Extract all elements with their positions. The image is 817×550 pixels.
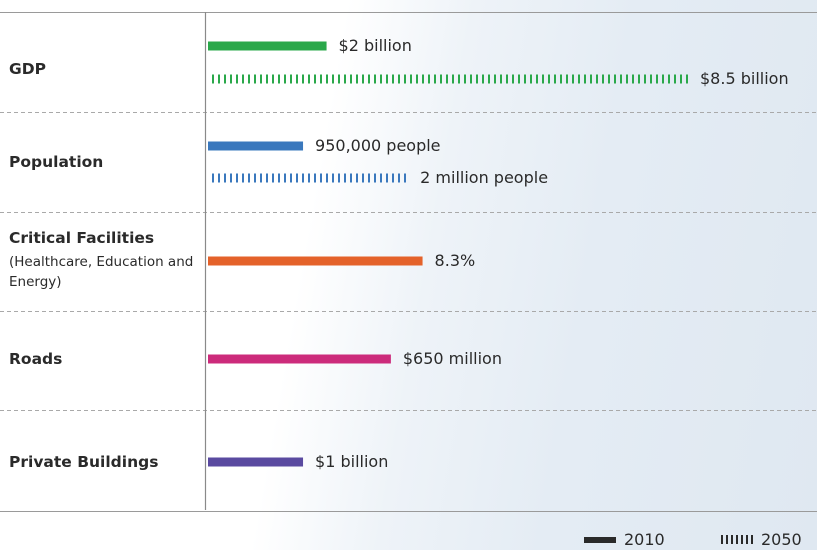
legend-item-2050: 2050 xyxy=(721,530,802,549)
legend-swatch xyxy=(584,536,616,543)
category-sublabel: (Healthcare, Education and Energy) xyxy=(9,254,194,290)
bar-2010 xyxy=(208,354,391,364)
grid-lines xyxy=(0,12,817,512)
data-label: 2 million people xyxy=(420,168,549,187)
legend-swatch xyxy=(721,535,753,544)
bar-2010 xyxy=(208,457,304,467)
category-label: Roads xyxy=(9,350,63,368)
bar-2010 xyxy=(208,256,423,266)
data-label: $8.5 billion xyxy=(700,69,789,88)
bar-2010 xyxy=(208,41,327,51)
legend-label: 2050 xyxy=(761,530,802,549)
category-label: Private Buildings xyxy=(9,453,159,471)
category-label: Population xyxy=(9,153,104,171)
data-label: $650 million xyxy=(402,349,502,368)
data-label: 8.3% xyxy=(434,251,476,270)
legend-label: 2010 xyxy=(624,530,665,549)
data-label: 950,000 people xyxy=(315,136,441,155)
category-label: GDP xyxy=(9,60,46,78)
category-label: Critical Facilities xyxy=(9,229,155,247)
data-label: $2 billion xyxy=(338,36,412,55)
bar-2010 xyxy=(208,141,304,151)
bars xyxy=(208,41,688,467)
data-label: $1 billion xyxy=(315,452,389,471)
legend-item-2010: 2010 xyxy=(584,530,665,549)
